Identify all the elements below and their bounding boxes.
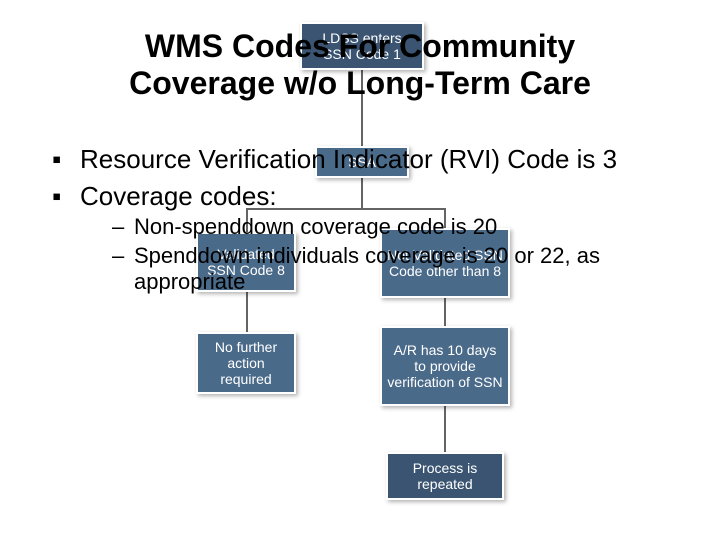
- flow-node-repeated: Process is repeated: [386, 452, 504, 500]
- title-line1: WMS Codes For Community: [145, 28, 575, 64]
- sub-list: – Non-spenddown coverage code is 20 – Sp…: [112, 214, 672, 295]
- bullet-item: ▪ Coverage codes:: [52, 181, 672, 212]
- flow-node-ten-days: A/R has 10 days to provide verification …: [380, 326, 510, 406]
- connector: [444, 298, 446, 326]
- sub-bullet-text: Spenddown individuals coverage is 20 or …: [134, 243, 672, 296]
- flow-node-label: A/R has 10 days to provide verification …: [386, 342, 504, 390]
- dash-marker-icon: –: [112, 214, 134, 240]
- title-line2: Coverage w/o Long-Term Care: [129, 65, 591, 101]
- slide: LDSS enters SSN Code 1 SSA Validated SSN…: [0, 0, 720, 540]
- page-title: WMS Codes For Community Coverage w/o Lon…: [0, 28, 720, 102]
- flow-node-label: No further action required: [202, 339, 290, 387]
- sub-bullet-text: Non-spenddown coverage code is 20: [134, 214, 672, 240]
- flow-node-label: Process is repeated: [392, 460, 498, 492]
- dash-marker-icon: –: [112, 243, 134, 269]
- sub-bullet-item: – Spenddown individuals coverage is 20 o…: [112, 243, 672, 296]
- flow-node-no-action: No further action required: [196, 332, 296, 394]
- bullet-item: ▪ Resource Verification Indicator (RVI) …: [52, 144, 672, 175]
- body-text: ▪ Resource Verification Indicator (RVI) …: [52, 144, 672, 296]
- bullet-marker-icon: ▪: [52, 181, 80, 212]
- connector: [444, 406, 446, 452]
- sub-bullet-item: – Non-spenddown coverage code is 20: [112, 214, 672, 240]
- bullet-text: Resource Verification Indicator (RVI) Co…: [80, 144, 672, 175]
- connector: [246, 292, 248, 332]
- bullet-text: Coverage codes:: [80, 181, 672, 212]
- bullet-marker-icon: ▪: [52, 144, 80, 175]
